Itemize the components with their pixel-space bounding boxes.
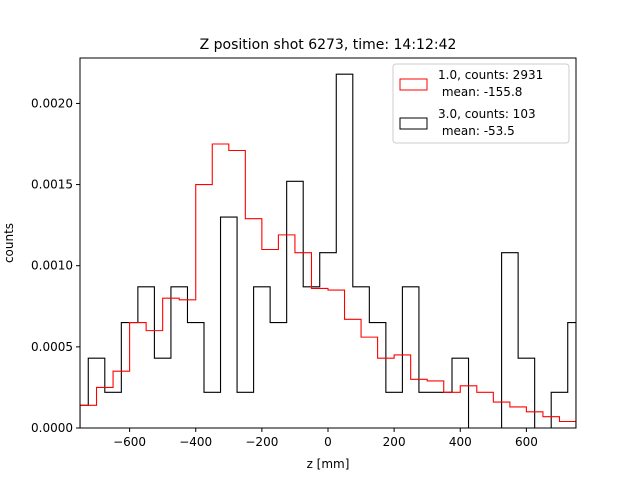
histogram-bin-series-1 bbox=[328, 290, 345, 428]
y-tick-label: 0.0000 bbox=[31, 421, 73, 435]
histogram-bin-series-1 bbox=[361, 337, 378, 428]
legend-label-series-1-line1: 1.0, counts: 2931 bbox=[438, 68, 543, 82]
y-tick-label: 0.0015 bbox=[31, 178, 73, 192]
histogram-bin-series-2 bbox=[568, 323, 576, 428]
x-tick-label: −400 bbox=[179, 435, 212, 449]
plot-frame bbox=[79, 57, 577, 429]
legend-label-series-1-line2: mean: -155.8 bbox=[438, 85, 522, 99]
legend-label-series-2-line2: mean: -53.5 bbox=[438, 124, 515, 138]
x-tick-label: 200 bbox=[383, 435, 406, 449]
histogram-bin-series-1 bbox=[411, 379, 428, 428]
histogram-bin-series-1 bbox=[229, 151, 246, 429]
x-axis-label: z [mm] bbox=[307, 457, 350, 471]
histogram-bin-series-1 bbox=[163, 298, 180, 428]
histogram-bin-series-1 bbox=[295, 253, 312, 428]
histogram-bin-series-1 bbox=[394, 355, 411, 428]
histogram-bin-series-1 bbox=[97, 387, 114, 428]
histogram-bin-series-1 bbox=[378, 358, 395, 428]
legend-label-series-2-line1: 3.0, counts: 103 bbox=[438, 107, 536, 121]
histogram-bin-series-1 bbox=[146, 331, 163, 428]
histogram-bin-series-1 bbox=[311, 288, 328, 428]
histogram-bin-series-1 bbox=[278, 235, 295, 428]
histogram-series-1 bbox=[80, 143, 576, 428]
legend-swatch-series-2 bbox=[399, 117, 428, 130]
y-axis-label: counts bbox=[2, 223, 16, 263]
histogram-bin-series-1 bbox=[543, 417, 560, 428]
x-tick-label: 0 bbox=[324, 435, 332, 449]
legend: 1.0, counts: 2931 mean: -155.8 3.0, coun… bbox=[392, 63, 570, 144]
x-tick-label: −600 bbox=[113, 435, 146, 449]
histogram-bin-series-1 bbox=[212, 144, 229, 428]
y-tick-label: 0.0010 bbox=[31, 259, 73, 273]
legend-box bbox=[392, 63, 570, 144]
x-tick-label: 400 bbox=[449, 435, 472, 449]
histogram-bin-series-1 bbox=[80, 405, 97, 428]
histogram-bin-series-1 bbox=[345, 319, 362, 428]
histogram-bin-series-1 bbox=[460, 386, 477, 428]
axis-ticks: −600 −400 −200 0 200 400 600 0.0000 0.0005 0.0010… bbox=[31, 96, 538, 449]
histogram-bin-series-1 bbox=[262, 249, 279, 428]
histogram-bin-series-1 bbox=[526, 412, 543, 428]
histogram-bin-series-1 bbox=[477, 392, 494, 428]
histogram-bin-series-1 bbox=[245, 219, 262, 428]
histogram-bin-series-1 bbox=[427, 381, 444, 428]
histogram-bin-series-1 bbox=[179, 300, 196, 428]
y-tick-label: 0.0005 bbox=[31, 340, 73, 354]
chart-title: Z position shot 6273, time: 14:12:42 bbox=[200, 37, 457, 53]
legend-swatch-series-1 bbox=[399, 78, 428, 91]
plot-area bbox=[80, 73, 576, 429]
y-tick-label: 0.0020 bbox=[31, 96, 73, 110]
histogram-bin-series-1 bbox=[510, 407, 527, 428]
histogram-bin-series-1 bbox=[493, 402, 510, 428]
histogram-series-2 bbox=[80, 73, 576, 428]
x-tick-label: −200 bbox=[245, 435, 278, 449]
histogram-bin-series-1 bbox=[130, 323, 147, 428]
histogram-bin-series-1 bbox=[113, 371, 130, 428]
histogram-bin-series-1 bbox=[196, 185, 213, 428]
histogram-bin-series-1 bbox=[559, 422, 576, 428]
x-tick-label: 600 bbox=[515, 435, 538, 449]
histogram-bin-series-1 bbox=[444, 392, 461, 428]
